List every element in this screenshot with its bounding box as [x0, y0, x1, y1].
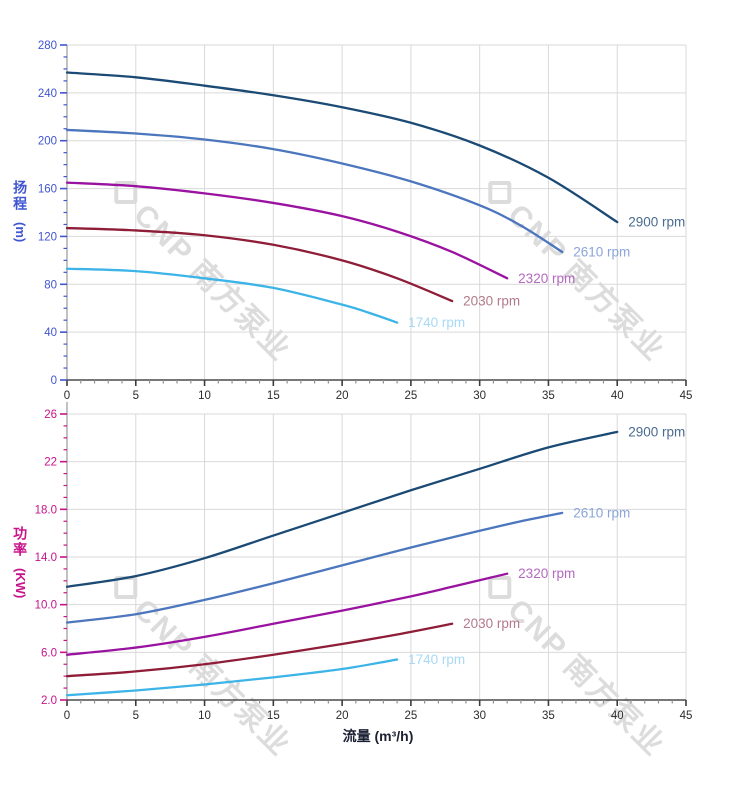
y-tick-label: 160: [38, 184, 57, 196]
x-tick-label: 20: [336, 390, 349, 402]
series-label-2030-rpm: 2030 rpm: [463, 616, 520, 631]
y-tick-label: 240: [38, 88, 57, 100]
x-tick-label: 35: [542, 390, 555, 402]
series-curve-2320-rpm: [65, 572, 509, 656]
x-tick-label: 5: [133, 710, 139, 722]
series-curve-2900-rpm: [65, 430, 619, 588]
y-tick-label: 10.0: [35, 600, 57, 612]
x-tick-label: 10: [198, 390, 211, 402]
series-curve-2610-rpm: [65, 128, 564, 254]
y-tick-label: 40: [44, 327, 57, 339]
series-curve-1740-rpm: [65, 658, 399, 697]
y-tick-label: 18.0: [35, 504, 57, 516]
y-tick-label: 280: [38, 40, 57, 52]
head-y-axis-title-text: 扬程: [12, 180, 29, 212]
power-y-axis-title-text: 功率: [12, 526, 29, 558]
series-label-2320-rpm: 2320 rpm: [518, 566, 575, 581]
x-axis-title: 流量 (m³/h): [342, 728, 414, 744]
series-label-2900-rpm: 2900 rpm: [628, 424, 685, 439]
y-tick-label: 0: [51, 375, 57, 387]
series-curve-2900-rpm: [65, 71, 619, 224]
series-label-2030-rpm: 2030 rpm: [463, 294, 520, 309]
head-y-axis-title: 扬程 (m): [12, 180, 28, 242]
x-tick-label: 30: [473, 710, 486, 722]
series-curve-2030-rpm: [65, 226, 454, 303]
x-tick-label: 40: [611, 710, 624, 722]
y-tick-label: 26: [44, 409, 57, 421]
series-curve-2320-rpm: [65, 181, 509, 280]
x-tick-label: 10: [198, 710, 211, 722]
x-tick-label: 45: [680, 390, 693, 402]
series-label-2610-rpm: 2610 rpm: [573, 244, 630, 259]
y-tick-label: 80: [44, 279, 57, 291]
x-tick-label: 25: [404, 390, 417, 402]
series-curve-2610-rpm: [65, 511, 564, 624]
series-label-1740-rpm: 1740 rpm: [408, 315, 465, 330]
x-tick-label: 15: [267, 390, 280, 402]
x-tick-label: 0: [64, 390, 70, 402]
y-tick-label: 120: [38, 231, 57, 243]
series-label-1740-rpm: 1740 rpm: [408, 652, 465, 667]
x-tick-label: 45: [680, 710, 693, 722]
y-tick-label: 14.0: [35, 552, 57, 564]
y-tick-label: 6.0: [41, 647, 57, 659]
x-tick-label: 35: [542, 710, 555, 722]
x-tick-label: 15: [267, 710, 280, 722]
series-curve-1740-rpm: [65, 267, 399, 324]
y-tick-label: 200: [38, 136, 57, 148]
x-tick-label: 40: [611, 390, 624, 402]
x-tick-label: 0: [64, 710, 70, 722]
head-y-axis-unit: (m): [13, 222, 29, 243]
x-tick-label: 30: [473, 390, 486, 402]
y-tick-label: 22: [44, 457, 57, 469]
series-label-2900-rpm: 2900 rpm: [628, 215, 685, 230]
x-tick-label: 25: [404, 710, 417, 722]
series-label-2610-rpm: 2610 rpm: [573, 505, 630, 520]
y-tick-label: 2.0: [41, 695, 57, 707]
series-curve-2030-rpm: [65, 622, 454, 678]
x-tick-label: 5: [133, 390, 139, 402]
series-label-2320-rpm: 2320 rpm: [518, 271, 575, 286]
x-tick-label: 20: [336, 710, 349, 722]
power-y-axis-title: 功率 (KW): [12, 526, 28, 598]
power-y-axis-unit: (KW): [13, 568, 29, 599]
